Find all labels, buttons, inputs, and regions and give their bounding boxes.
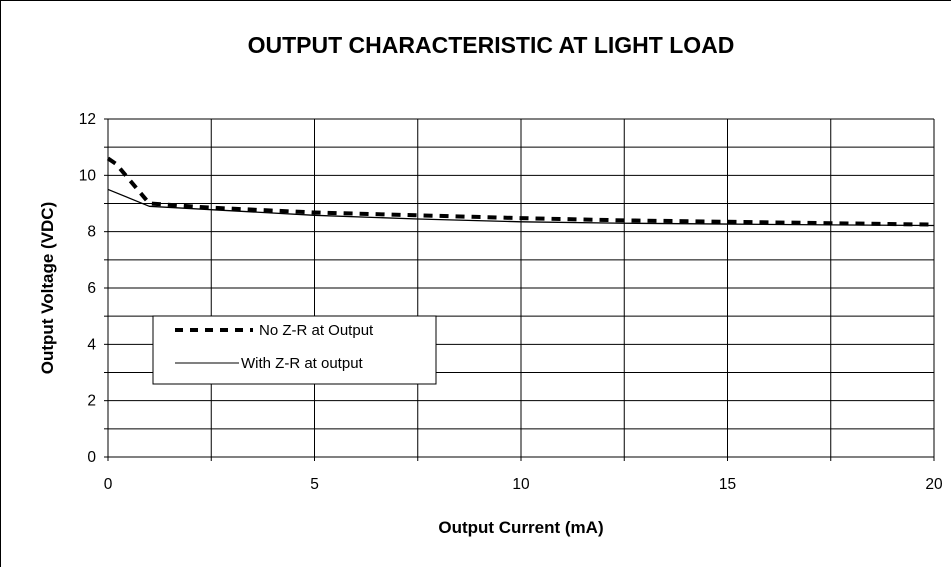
y-tick-label: 4 <box>87 336 96 353</box>
y-tick-label: 10 <box>79 167 97 184</box>
grid-layer <box>104 118 935 461</box>
x-tick-label: 0 <box>104 476 113 493</box>
y-tick-label: 0 <box>87 449 96 466</box>
legend-box <box>152 315 437 385</box>
legend-label-no-zr: No Z-R at Output <box>259 322 374 339</box>
x-tick-label: 20 <box>925 476 943 493</box>
y-tick-label: 8 <box>87 224 96 241</box>
series-line-no-zr <box>106 156 935 227</box>
x-tick-label: 10 <box>512 476 530 493</box>
legend: No Z-R at Output With Z-R at output <box>152 315 437 385</box>
x-tick-label: 15 <box>719 476 736 493</box>
y-axis-title: Output Voltage (VDC) <box>38 202 57 375</box>
legend-label-with-zr: With Z-R at output <box>241 355 364 372</box>
x-tick-label: 5 <box>310 476 319 493</box>
series-layer <box>106 156 935 227</box>
y-tick-label: 2 <box>87 393 96 410</box>
tick-labels: 0 5 10 15 20 0 2 4 6 8 10 12 <box>79 111 943 493</box>
y-tick-label: 6 <box>87 280 96 297</box>
series-line-with-zr <box>107 188 935 227</box>
chart-title: OUTPUT CHARACTERISTIC AT LIGHT LOAD <box>248 32 735 58</box>
y-tick-label: 12 <box>79 111 96 128</box>
x-axis-title: Output Current (mA) <box>438 518 603 537</box>
